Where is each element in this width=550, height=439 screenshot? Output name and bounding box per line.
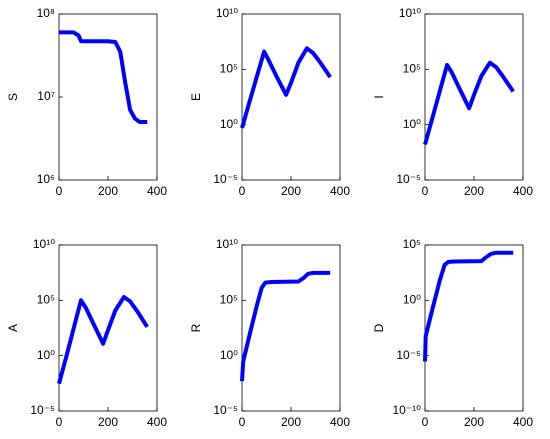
x-tick-label: 0: [56, 184, 63, 198]
y-tick-label: 10⁵: [220, 293, 238, 307]
x-tick-label: 400: [147, 415, 167, 429]
y-tick-label: 10¹⁰: [216, 6, 238, 20]
x-tick-label: 400: [513, 415, 533, 429]
x-tick-label: 400: [513, 184, 533, 198]
y-tick-label: 10¹⁰: [216, 237, 238, 251]
y-axis-label: E: [189, 93, 203, 101]
y-tick-label: 10⁻¹⁰: [393, 403, 422, 417]
x-tick-label: 200: [98, 184, 118, 198]
y-tick-label: 10⁷: [37, 89, 55, 103]
axes-box: [241, 244, 341, 412]
y-tick-label: 10⁻⁵: [30, 403, 55, 417]
y-axis-label: R: [189, 323, 203, 332]
x-tick-label: 200: [281, 415, 301, 429]
y-tick-label: 10⁵: [220, 62, 238, 76]
data-line: [57, 295, 149, 385]
y-tick-label: 10⁸: [37, 6, 55, 20]
y-tick-label: 10⁻⁵: [396, 348, 421, 362]
data-line: [423, 250, 514, 362]
y-tick-label: 10⁶: [37, 172, 55, 186]
y-tick-label: 10⁰: [403, 293, 421, 307]
y-tick-label: 10⁰: [37, 348, 55, 362]
y-axis-label: A: [6, 324, 20, 332]
y-tick-label: 10⁻⁵: [213, 172, 238, 186]
x-tick-label: 0: [422, 184, 429, 198]
x-tick-label: 200: [98, 415, 118, 429]
x-tick-label: 400: [330, 184, 350, 198]
data-line: [423, 60, 515, 146]
data-line: [240, 270, 331, 382]
x-tick-label: 200: [464, 184, 484, 198]
y-tick-label: 10⁻⁵: [396, 172, 421, 186]
x-tick-label: 0: [239, 415, 246, 429]
y-tick-label: 10¹⁰: [399, 6, 421, 20]
x-tick-label: 0: [422, 415, 429, 429]
axes-box: [58, 13, 158, 181]
y-tick-label: 10⁵: [403, 237, 421, 251]
y-tick-label: 10⁵: [403, 62, 421, 76]
y-tick-label: 10¹⁰: [33, 237, 55, 251]
x-tick-label: 0: [56, 415, 63, 429]
y-axis-label: I: [372, 95, 386, 98]
y-tick-label: 10⁰: [220, 117, 238, 131]
x-tick-label: 0: [239, 184, 246, 198]
x-tick-label: 400: [147, 184, 167, 198]
x-tick-label: 200: [281, 184, 301, 198]
y-axis-label: S: [6, 93, 20, 101]
data-line: [59, 30, 148, 124]
y-tick-label: 10⁻⁵: [213, 403, 238, 417]
y-tick-label: 10⁰: [403, 117, 421, 131]
y-tick-label: 10⁰: [220, 348, 238, 362]
y-tick-label: 10⁵: [37, 293, 55, 307]
y-axis-label: D: [372, 323, 386, 332]
axes-box: [424, 244, 524, 412]
axes-box: [241, 13, 341, 181]
x-tick-label: 200: [464, 415, 484, 429]
x-tick-label: 400: [330, 415, 350, 429]
data-line: [240, 46, 332, 129]
